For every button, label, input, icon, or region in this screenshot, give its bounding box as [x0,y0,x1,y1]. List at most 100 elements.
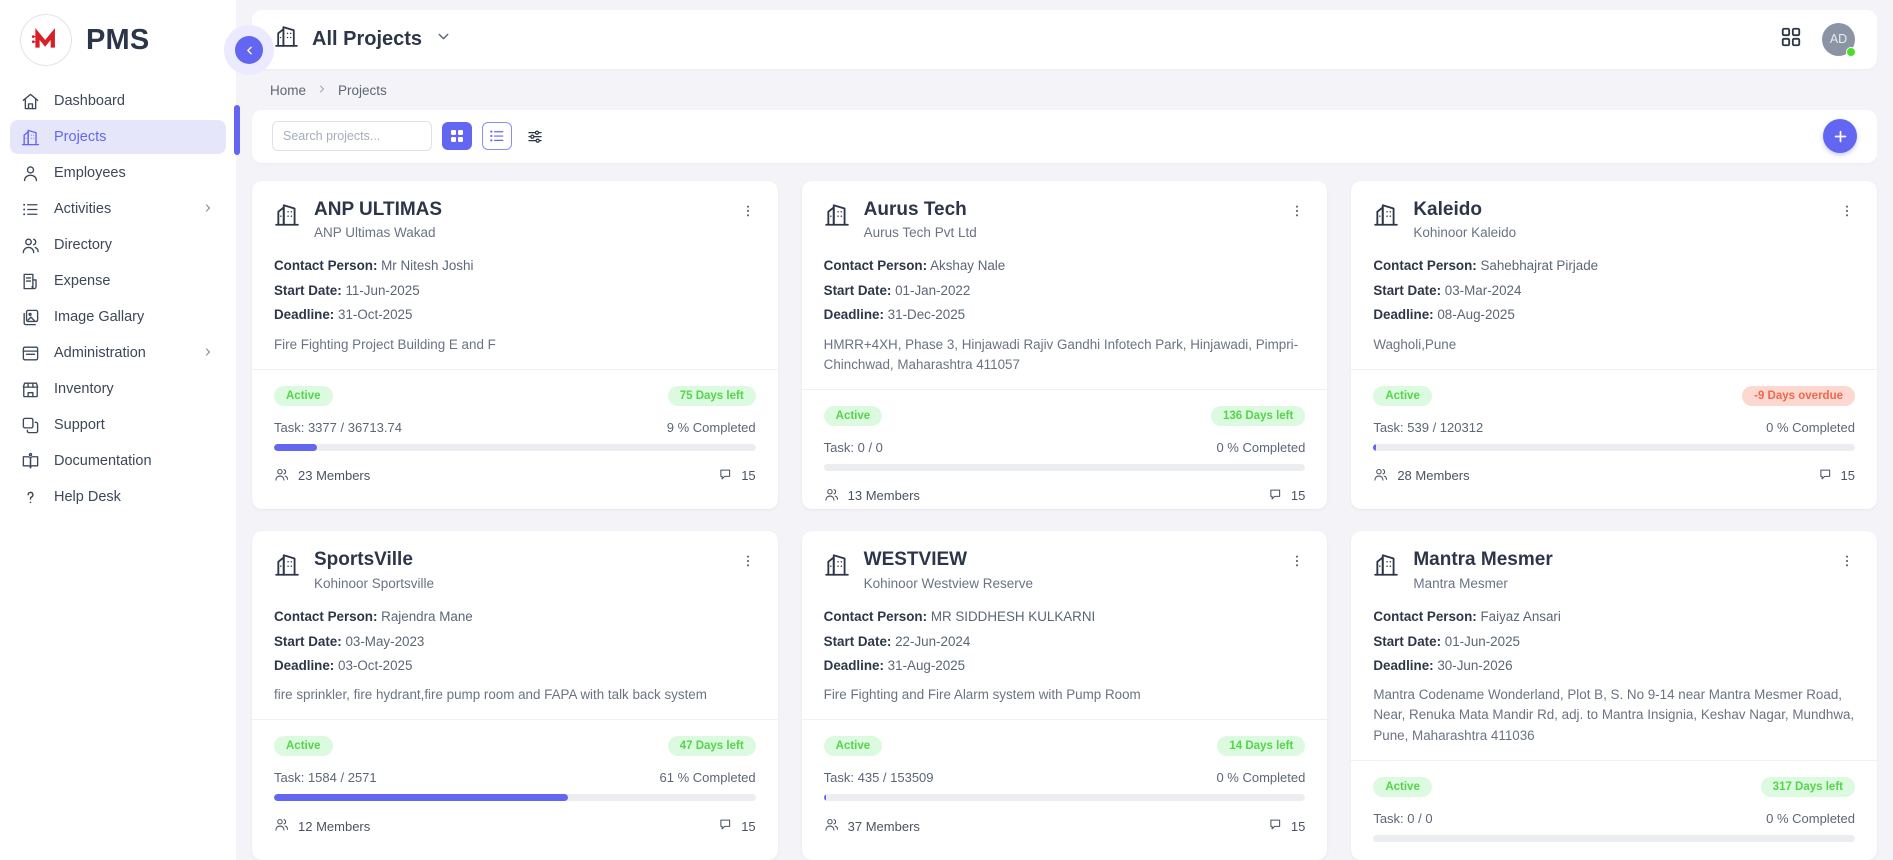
deadline-label: Deadline: [1373,657,1434,673]
card-body: Aurus Tech Aurus Tech Pvt Ltd Contact Pers… [802,181,1328,389]
comments-count[interactable]: 15 [719,467,756,485]
sidebar-item-label: Projects [54,129,107,145]
list-view-icon[interactable] [482,122,512,151]
sidebar-item-expense[interactable]: Expense [10,264,226,298]
avatar-initials: AD [1829,32,1848,47]
progress-bar [1373,443,1855,451]
comments-count[interactable]: 15 [1269,817,1305,835]
users-icon [824,817,839,835]
start-date-label: Start Date: [823,282,892,298]
project-meta: Contact Person: Faiyaz Ansari Start Date:… [1373,607,1855,746]
start-date-label: Start Date: [1373,633,1442,649]
project-card[interactable]: SportsVille Kohinoor Sportsville Contact P… [252,531,778,860]
kebab-menu-icon[interactable] [740,199,756,219]
contact-person-value: MR SIDDHESH KULKARNI [930,609,1096,625]
footer-row: 12 Members 15 [274,817,756,835]
chevron-right-icon[interactable] [202,346,216,360]
sidebar-item-employees[interactable]: Employees [10,156,226,190]
start-date-value: 01-Jan-2022 [895,282,971,298]
project-subtitle: Kohinoor Sportsville [314,576,435,592]
card-title-group: Aurus Tech Aurus Tech Pvt Ltd [864,199,1276,241]
footer-row: 23 Members 15 [274,467,756,485]
breadcrumb-home[interactable]: Home [270,82,307,98]
breadcrumb-current[interactable]: Projects [338,82,387,98]
sidebar-item-documentation[interactable]: Documentation [10,444,226,478]
kebab-menu-icon[interactable] [1289,549,1305,569]
sidebar-item-directory[interactable]: Directory [10,228,226,262]
users-icon [274,467,289,485]
toolbar [252,109,1877,163]
contact-person-value: Akshay Nale [930,258,1006,274]
sidebar-item-dashboard[interactable]: Dashboard [10,84,226,118]
task-count: Task: 0 / 0 [823,439,883,455]
task-count: Task: 0 / 0 [1373,810,1433,826]
status-row: Active 47 Days left [274,736,756,757]
card-body: Kaleido Kohinoor Kaleido Contact Person: S… [1351,181,1877,369]
project-subtitle: Aurus Tech Pvt Ltd [863,225,977,241]
sidebar-item-projects[interactable]: Projects [10,120,226,154]
avatar[interactable]: AD [1822,22,1856,57]
sliders-icon[interactable] [520,122,550,150]
progress-bar [274,443,756,451]
deadline-label: Deadline: [823,307,884,323]
kebab-menu-icon[interactable] [740,549,756,569]
project-card[interactable]: WESTVIEW Kohinoor Westview Reserve Contact… [801,531,1328,860]
search-input[interactable] [272,121,432,152]
sidebar-item-activities[interactable]: Activities [10,192,226,226]
grid-view-icon[interactable] [442,122,472,151]
status-badge: Active [823,736,883,757]
comments-label: 15 [741,818,756,834]
deadline-value: 31-Aug-2025 [887,657,966,673]
progress-bar [823,463,1306,471]
card-footer: Active 47 Days left Task: 1584 / 2571 61 % … [252,719,778,849]
project-card[interactable]: Mantra Mesmer Mantra Mesmer Contact Person… [1351,531,1877,860]
card-body: Mantra Mesmer Mantra Mesmer Contact Person… [1351,531,1877,759]
card-header: ANP ULTIMAS ANP Ultimas Wakad [274,199,756,240]
chevron-down-icon[interactable] [435,28,452,50]
project-description: HMRR+4XH, Phase 3, Hinjawadi Rajiv Gandh… [823,336,1299,372]
online-status-dot [1846,46,1856,57]
main-content: All Projects AD Home Pr [236,0,1893,860]
sidebar-nav: Dashboard Projects Employees Activities Dire… [0,80,236,514]
start-date-row: Start Date: 22-Jun-2024 [824,632,1306,651]
sidebar-item-administration[interactable]: Administration [10,336,226,370]
home-icon [20,91,40,111]
kebab-menu-icon[interactable] [1839,199,1855,219]
progress-bar-fill [823,794,826,802]
days-badge: 136 Days left [1211,405,1306,426]
sidebar-item-support[interactable]: Support [10,408,226,442]
project-description: Wagholi,Pune [1373,336,1457,352]
start-date-label: Start Date: [823,633,892,649]
sidebar-collapse-button[interactable] [224,25,274,75]
task-row: Task: 0 / 0 0 % Completed [824,440,1306,455]
project-card[interactable]: Kaleido Kohinoor Kaleido Contact Person: S… [1351,180,1877,510]
brand[interactable]: PMS [0,0,236,80]
comments-count[interactable]: 15 [1269,487,1305,505]
project-title: Mantra Mesmer [1413,549,1553,571]
sidebar-item-image-gallary[interactable]: Image Gallary [10,300,226,334]
members-count: 12 Members [274,817,370,835]
topbar-title-group[interactable]: All Projects [274,24,452,54]
sidebar-item-inventory[interactable]: Inventory [10,372,226,406]
sidebar-item-help-desk[interactable]: Help Desk [10,480,226,514]
add-project-button[interactable] [1823,119,1857,154]
sidebar-item-label: Employees [54,165,126,181]
sidebar-item-label: Support [54,417,105,433]
building-icon [1373,552,1399,583]
store-icon [20,379,40,399]
kebab-menu-icon[interactable] [1289,199,1305,219]
deadline-label: Deadline: [274,657,335,673]
comments-count[interactable]: 15 [719,817,756,835]
task-count: Task: 3377 / 36713.74 [274,419,402,435]
start-date-row: Start Date: 11-Jun-2025 [274,281,756,300]
project-card[interactable]: Aurus Tech Aurus Tech Pvt Ltd Contact Pers… [801,180,1328,510]
apps-grid-icon[interactable] [1780,26,1802,53]
members-count: 28 Members [1373,467,1470,485]
kebab-menu-icon[interactable] [1839,549,1855,569]
comments-count[interactable]: 15 [1819,467,1855,485]
footer-row: 13 Members 15 [824,487,1305,505]
project-description: Mantra Codename Wonderland, Plot B, S. N… [1373,687,1855,743]
card-footer: Active 14 Days left Task: 435 / 153509 0 % … [801,719,1328,849]
chevron-right-icon[interactable] [202,202,216,216]
project-card[interactable]: ANP ULTIMAS ANP Ultimas Wakad Contact Pers… [252,180,778,510]
